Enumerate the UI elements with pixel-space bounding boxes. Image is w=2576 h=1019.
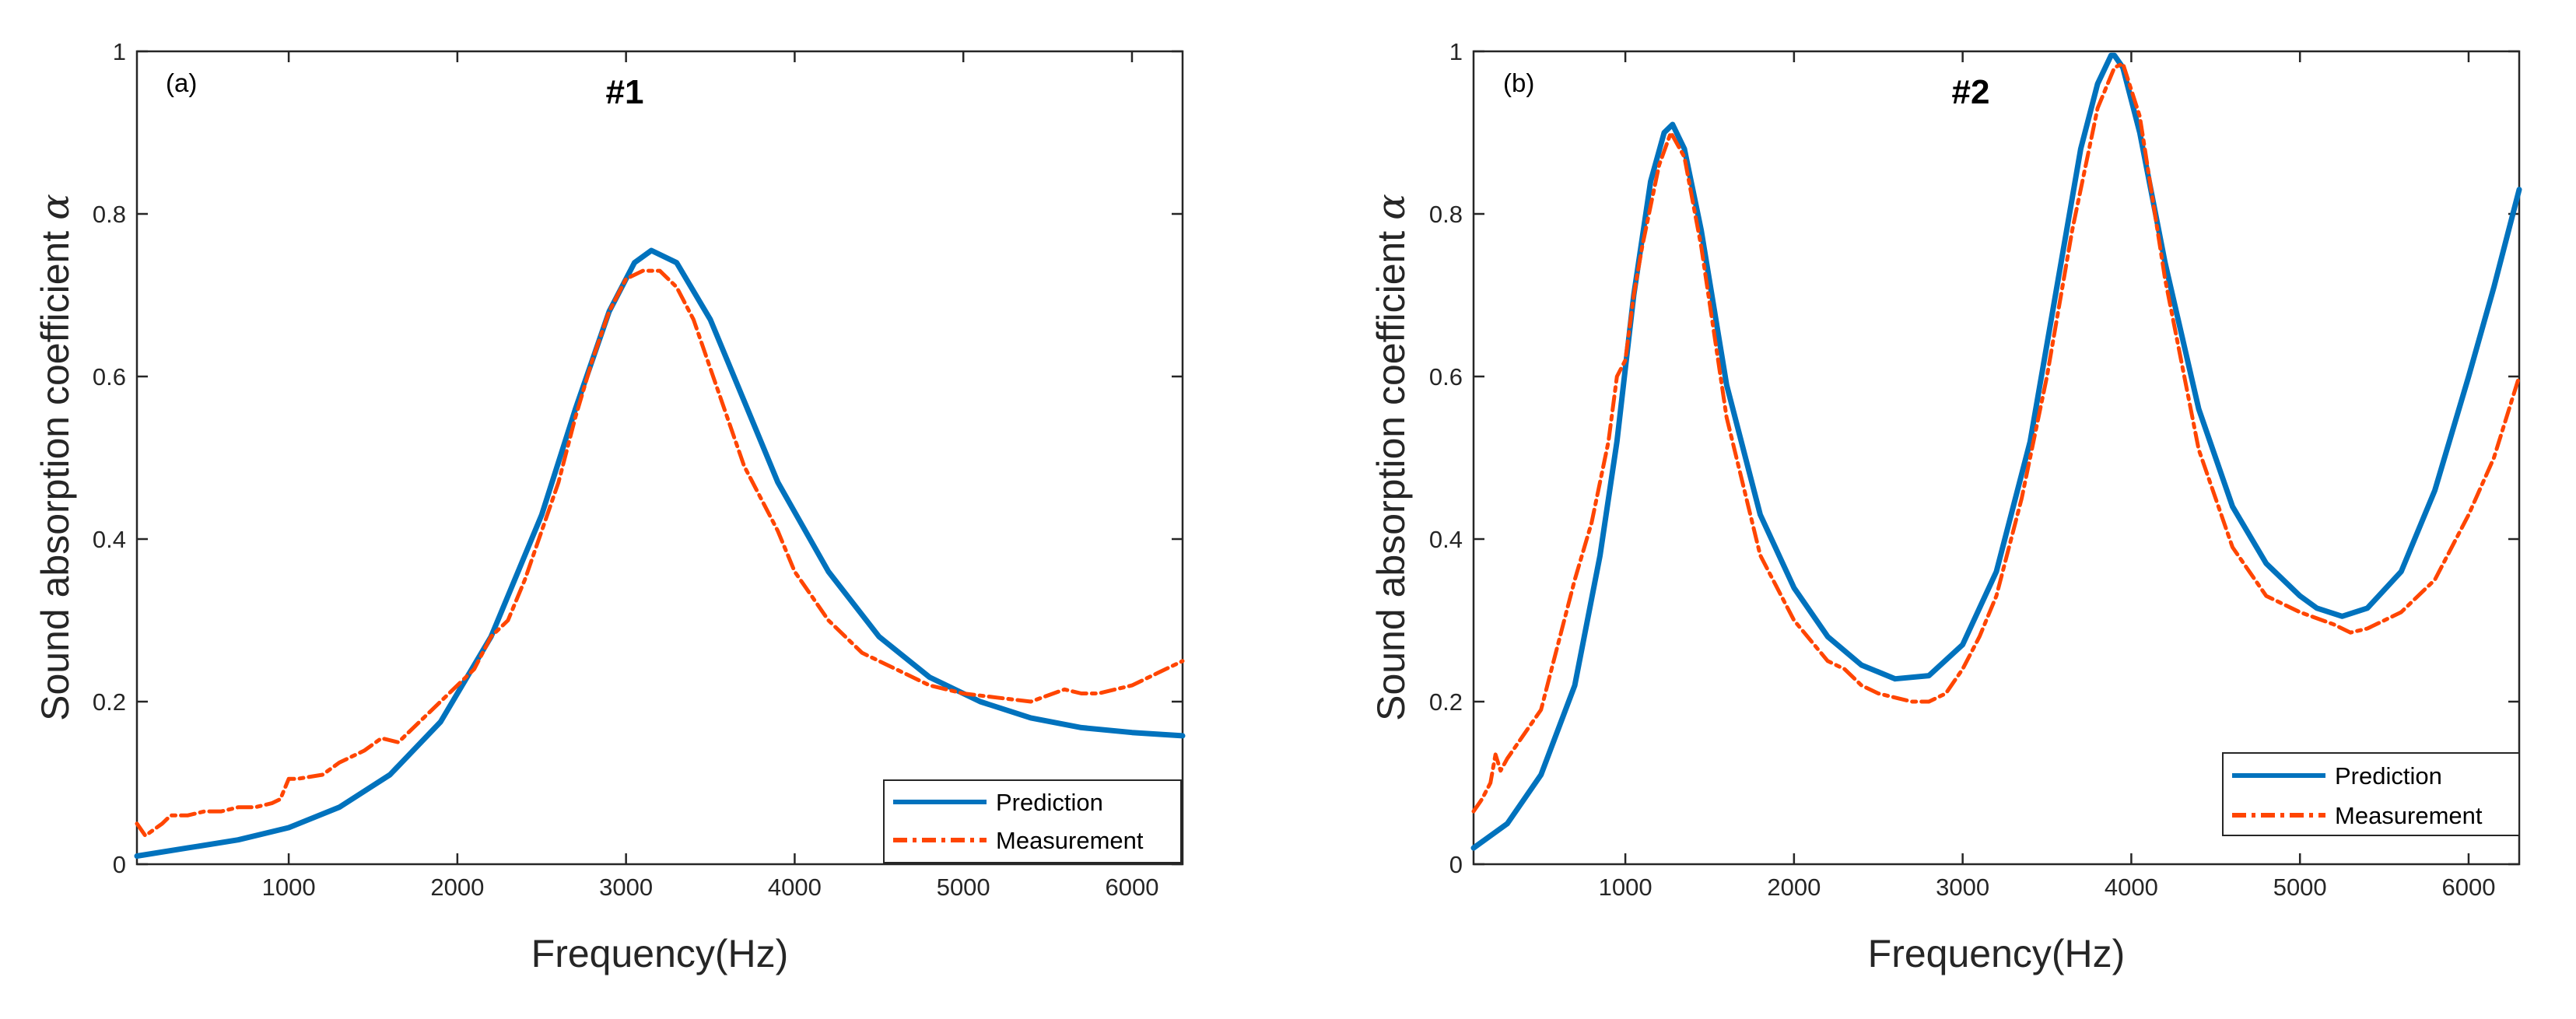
panel-b-x-tick-label: 3000 — [1936, 874, 1989, 901]
panel-b-x-axis-title: Frequency(Hz) — [1868, 932, 2126, 975]
panel-a-y-tick-label: 1 — [113, 38, 126, 65]
panel-a-y-tick-label: 0.6 — [93, 363, 126, 390]
panel-b-y-tick-label: 1 — [1449, 38, 1463, 65]
panel-b-y-tick-label: 0.2 — [1429, 688, 1463, 716]
panel-a-x-tick-label: 3000 — [599, 874, 653, 901]
panel-a-x-tick-label: 2000 — [430, 874, 484, 901]
panel-a-y-tick-label: 0.8 — [93, 201, 126, 228]
panel-a-label: (a) — [166, 68, 197, 97]
panel-b-title: #2 — [1952, 73, 1990, 111]
panel-a-legend-prediction-label: Prediction — [996, 789, 1103, 816]
panel-b-y-tick-label: 0 — [1449, 851, 1463, 878]
panel-b-legend-measurement-label: Measurement — [2335, 802, 2483, 829]
panel-b-legend-prediction-label: Prediction — [2335, 762, 2442, 790]
panel-a-y-tick-label: 0.4 — [93, 526, 126, 553]
panel-b-x-tick-label: 4000 — [2105, 874, 2158, 901]
panel-a-y-tick-label: 0 — [113, 851, 126, 878]
panel-b-prediction-line — [1470, 52, 2522, 851]
panel-b-y-tick-label: 0.6 — [1429, 363, 1463, 390]
panel-b-axes-box — [1472, 50, 2521, 866]
panel-a-y-axis-symbol: α — [33, 194, 78, 220]
panel-a-x-tick-label: 5000 — [937, 874, 990, 901]
panel-a-x-tick-label: 6000 — [1105, 874, 1158, 901]
panel-a-y-tick-label: 0.2 — [93, 688, 126, 716]
panel-b-legend-box — [2222, 752, 2520, 836]
panel-b-x-tick-label: 1000 — [1599, 874, 1652, 901]
panel-a-x-tick-label: 4000 — [768, 874, 822, 901]
panel-b-legend: Prediction Measurement — [2222, 752, 2520, 836]
panel-a-title: #1 — [606, 73, 644, 111]
panel-a-prediction-line — [134, 247, 1186, 859]
panel-a-chart: 1000 2000 3000 4000 5000 6000 0 0.2 0.4 0.6 0.8 1 (… — [33, 38, 1186, 975]
panel-b-x-tick-label: 2000 — [1767, 874, 1821, 901]
panel-b-y-axis-title: Sound absorption coefficient α — [1369, 194, 1414, 721]
panel-a-measurement-line — [135, 268, 1185, 838]
panel-b-y-tick-label: 0.8 — [1429, 201, 1463, 228]
panel-b-chart: 1000 2000 3000 4000 5000 6000 0 0.2 0.4 0.6 0.8 1 (… — [1369, 38, 2522, 975]
panel-b-y-tick-label: 0.4 — [1429, 526, 1463, 553]
panel-b-x-tick-label: 5000 — [2273, 874, 2327, 901]
panel-a-legend-measurement-label: Measurement — [996, 827, 1144, 854]
panel-b-y-axis-label: Sound absorption coefficient — [1369, 231, 1413, 721]
panel-a-y-axis-label: Sound absorption coefficient — [33, 231, 77, 721]
panel-b-label: (b) — [1503, 68, 1534, 97]
panel-b-x-tick-label: 6000 — [2441, 874, 2495, 901]
panel-b-measurement-line — [1471, 61, 2522, 814]
panel-a-x-tick-label: 1000 — [262, 874, 316, 901]
panel-b-y-axis-symbol: α — [1369, 194, 1414, 220]
panel-a-axes-box — [135, 50, 1184, 866]
panel-a-x-axis-title: Frequency(Hz) — [531, 932, 789, 975]
panel-a-legend: Prediction Measurement — [883, 779, 1182, 863]
panel-a-y-axis-title: Sound absorption coefficient α — [33, 194, 78, 721]
panel-a-legend-box — [883, 779, 1182, 863]
